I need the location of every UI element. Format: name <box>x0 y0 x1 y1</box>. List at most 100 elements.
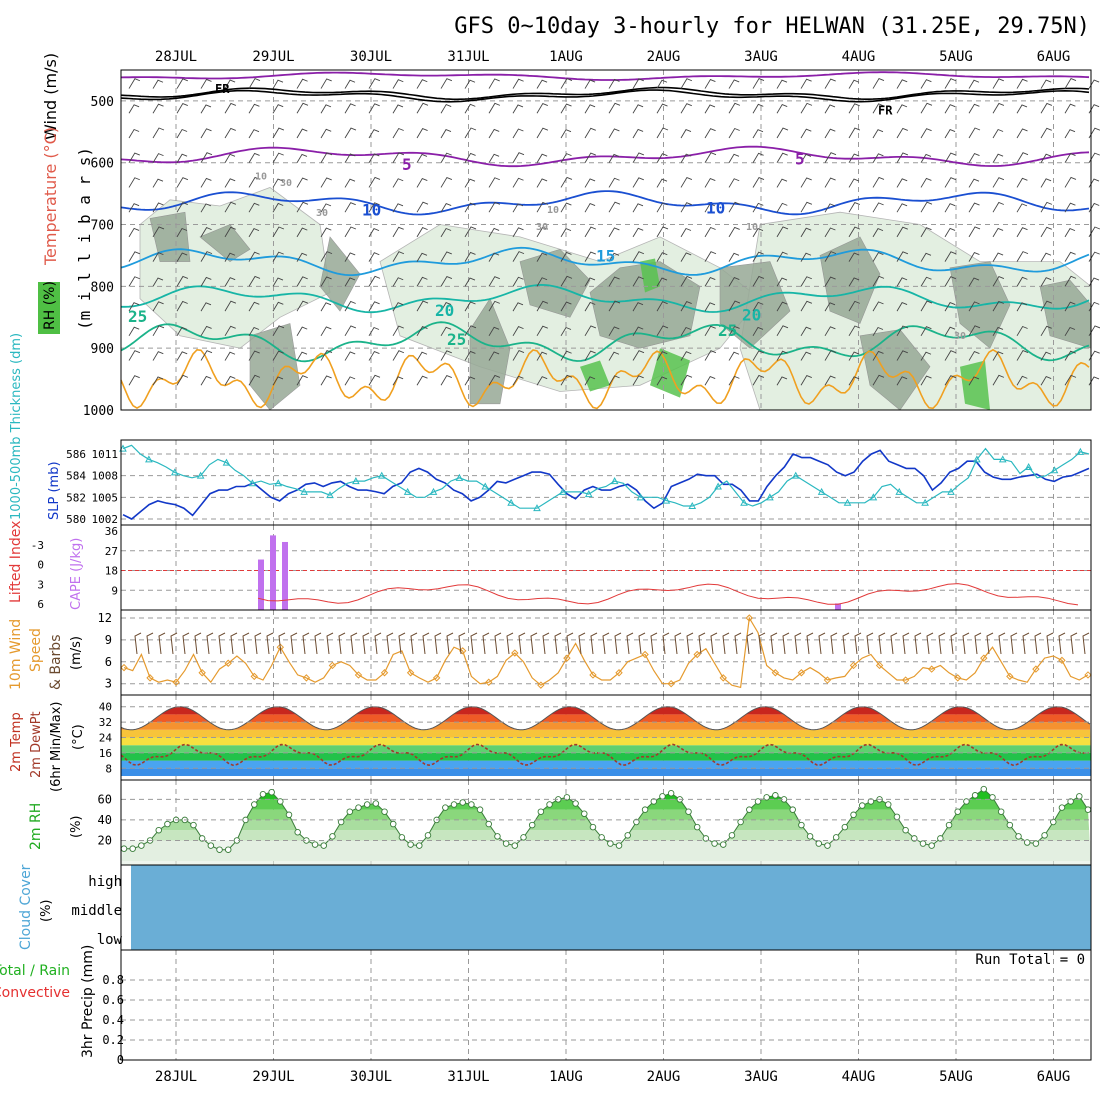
wind-barb <box>560 202 572 213</box>
wind-barb <box>200 227 212 238</box>
wind-barb <box>944 302 956 312</box>
precip-tick: 0.6 <box>102 993 124 1007</box>
rh-point <box>928 842 935 849</box>
wind-barb <box>152 226 165 238</box>
rh-point <box>746 806 753 813</box>
wind-speed-point <box>1006 672 1014 681</box>
wind-barb-10m <box>398 632 406 655</box>
wind-barb <box>200 302 212 312</box>
rh-point <box>832 834 840 841</box>
precip-convective-label: Convective <box>0 985 70 1001</box>
wind-barb <box>488 153 500 163</box>
wind-barb <box>224 351 236 361</box>
wind-barb <box>944 203 956 213</box>
thickness-point <box>947 487 955 495</box>
wind-barb <box>944 129 956 139</box>
rh-point <box>1067 798 1074 805</box>
wind-barb <box>776 376 788 386</box>
wind-barb <box>368 129 380 139</box>
run-total: Run Total = 0 <box>975 952 1085 968</box>
thickness-point <box>895 487 904 495</box>
rh-base-band <box>121 840 1091 865</box>
date-label-top: 1AUG <box>549 49 583 65</box>
wind-barb <box>296 326 308 337</box>
wind-barb-10m <box>482 632 490 655</box>
slp-ylabel: SLP (mb) <box>47 461 62 520</box>
wind-barb <box>128 251 141 262</box>
wind-barb <box>752 228 764 238</box>
wind-barb <box>128 104 140 114</box>
wind-barb <box>632 276 644 287</box>
thickness-point <box>196 471 205 479</box>
wind-barb <box>608 102 621 114</box>
wind-speed-point <box>849 661 858 670</box>
wind-barb <box>1040 178 1052 188</box>
wind-barb-10m <box>998 632 1006 655</box>
rh-point <box>997 808 1005 815</box>
wind-barb <box>272 152 284 163</box>
wind-barb <box>632 375 644 386</box>
chart-title: GFS 0~10day 3-hourly for HELWAN (31.25E,… <box>454 14 1090 39</box>
wind-barb <box>872 326 884 337</box>
precip-tick: 0.2 <box>102 1033 124 1047</box>
wind-barb <box>680 129 692 139</box>
wind-barb <box>344 79 356 89</box>
wind-barb <box>584 152 596 163</box>
rh-band <box>121 809 1091 820</box>
wind-barb <box>920 375 932 386</box>
wind-barb <box>728 325 740 337</box>
thickness-line <box>122 444 1090 509</box>
wind-barb <box>1016 227 1028 238</box>
wind-barb <box>992 351 1004 361</box>
wind-barb <box>1064 275 1077 287</box>
wind-tick: 9 <box>105 633 112 647</box>
wind-barb <box>176 177 189 188</box>
wind-barb <box>272 226 285 238</box>
thickness-point <box>869 493 878 501</box>
wind-barb <box>368 275 381 287</box>
wind-barb-10m <box>1034 632 1042 655</box>
rh-point <box>468 801 475 808</box>
wind-barb <box>368 252 380 262</box>
wind-barb <box>440 326 452 337</box>
wind-barb <box>872 252 884 262</box>
wind-barb <box>704 277 716 287</box>
wind-barb <box>824 326 836 337</box>
wind-barb <box>944 251 957 262</box>
wind-barb <box>752 350 764 361</box>
wind-barb <box>968 325 981 337</box>
wind-barb <box>416 128 428 139</box>
wind-barb <box>296 351 308 361</box>
wind-barb <box>896 325 909 337</box>
wind-barb <box>128 350 141 361</box>
wind-barb <box>1040 102 1053 114</box>
wind-barb <box>248 202 260 213</box>
cape-tick: 18 <box>105 565 118 578</box>
wind-barb <box>1016 349 1029 361</box>
wind-barb <box>896 203 908 213</box>
wind-barb <box>560 129 572 139</box>
rh-area-dark <box>199 224 251 262</box>
rh-point <box>572 800 579 807</box>
rh-legend: RH (%) <box>42 281 58 330</box>
wind-barb-10m <box>866 632 874 655</box>
li-tick: -3 <box>31 539 44 552</box>
wind-barb <box>272 325 285 337</box>
wind-barb <box>752 275 765 287</box>
wind-barb-10m <box>530 632 538 655</box>
wind-barb <box>344 277 356 287</box>
wind-barb <box>608 252 620 262</box>
thickness-point <box>429 487 438 495</box>
pressure-tick: 600 <box>91 157 114 172</box>
wind-barb <box>536 153 548 163</box>
wind-barb <box>992 227 1004 238</box>
wind-barb <box>992 78 1004 89</box>
wind-speed-point <box>328 661 337 670</box>
wind-barb <box>920 252 932 262</box>
wind-barb-10m <box>986 632 994 655</box>
wind-barb-10m <box>926 632 934 655</box>
wind-barb <box>464 79 476 89</box>
wind-barb-10m <box>686 632 694 655</box>
date-label-top: 5AUG <box>939 49 973 65</box>
wind-barb <box>344 202 356 213</box>
